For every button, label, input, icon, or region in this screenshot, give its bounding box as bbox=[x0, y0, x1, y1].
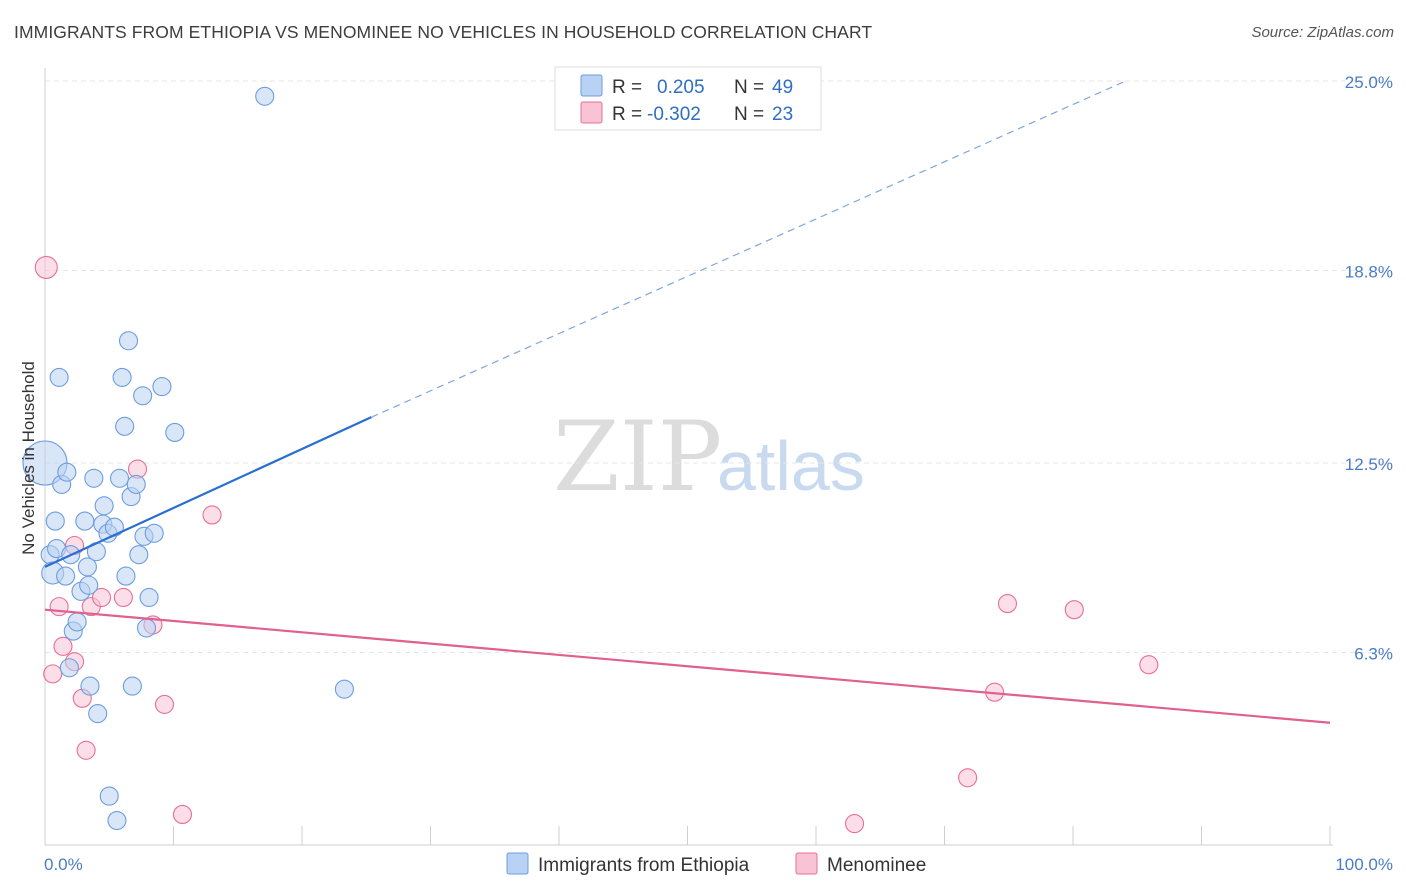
point-menominee bbox=[1064, 600, 1084, 620]
point-ethiopia bbox=[49, 367, 69, 387]
bottom-legend-swatch-ethiopia bbox=[506, 852, 529, 875]
point-ethiopia bbox=[112, 367, 132, 387]
point-ethiopia bbox=[45, 511, 65, 531]
point-ethiopia bbox=[152, 377, 172, 397]
x-tick-label-max: 100.0% bbox=[1335, 855, 1393, 874]
point-menominee bbox=[202, 505, 222, 525]
point-ethiopia bbox=[75, 511, 95, 531]
point-menominee bbox=[172, 804, 193, 824]
bottom-legend-swatch-menominee bbox=[795, 852, 818, 875]
point-ethiopia bbox=[116, 566, 136, 586]
legend-r-label-2: R = bbox=[612, 104, 642, 125]
point-ethiopia bbox=[104, 517, 124, 537]
series-ethiopia-points bbox=[22, 86, 354, 831]
point-menominee bbox=[958, 768, 978, 788]
point-ethiopia bbox=[57, 462, 77, 482]
point-menominee bbox=[844, 814, 865, 834]
point-ethiopia bbox=[59, 658, 79, 678]
trend-line-ethiopia bbox=[44, 416, 372, 568]
point-ethiopia bbox=[88, 704, 108, 724]
point-ethiopia bbox=[139, 587, 159, 608]
legend-r-label-1: R = bbox=[612, 77, 642, 98]
bottom-legend-label-ethiopia: Immigrants from Ethiopia bbox=[538, 855, 750, 876]
legend-n-label-1: N = bbox=[734, 77, 764, 98]
point-menominee bbox=[154, 694, 175, 714]
point-ethiopia bbox=[334, 679, 354, 699]
chart-title: IMMIGRANTS FROM ETHIOPIA VS MENOMINEE NO… bbox=[14, 22, 873, 42]
point-menominee bbox=[34, 255, 58, 279]
legend-swatch-ethiopia bbox=[580, 74, 603, 97]
trend-lines bbox=[44, 80, 1331, 724]
point-ethiopia bbox=[126, 474, 146, 494]
series-legend: Immigrants from Ethiopia Menominee bbox=[506, 852, 926, 876]
point-menominee bbox=[49, 597, 69, 617]
y-tick-label: 18.8% bbox=[1345, 262, 1393, 281]
point-menominee bbox=[997, 594, 1018, 614]
legend-swatch-menominee bbox=[580, 101, 603, 124]
y-axis-label: No Vehicles in Household bbox=[19, 361, 38, 555]
gridlines bbox=[45, 80, 1393, 653]
legend-r-value-2: -0.302 bbox=[647, 104, 701, 125]
point-ethiopia bbox=[99, 786, 119, 806]
watermark-atlas: atlas bbox=[717, 427, 865, 505]
point-ethiopia bbox=[136, 618, 157, 638]
y-axis-tick-labels: 6.3% 12.5% 18.8% 25.0% bbox=[1345, 73, 1393, 663]
x-axis-ticks bbox=[173, 826, 1331, 845]
point-ethiopia bbox=[79, 575, 99, 595]
point-menominee bbox=[53, 636, 73, 656]
point-menominee bbox=[43, 664, 63, 684]
point-ethiopia bbox=[165, 422, 185, 442]
point-ethiopia bbox=[107, 811, 127, 831]
point-ethiopia bbox=[122, 676, 142, 696]
legend-n-value-2: 23 bbox=[772, 104, 793, 125]
point-ethiopia bbox=[255, 86, 275, 106]
y-tick-label: 12.5% bbox=[1345, 455, 1393, 474]
point-menominee bbox=[113, 587, 133, 608]
point-menominee bbox=[76, 740, 96, 760]
point-ethiopia bbox=[115, 416, 135, 436]
y-tick-label: 6.3% bbox=[1354, 644, 1393, 663]
y-tick-label: 25.0% bbox=[1345, 73, 1393, 92]
watermark-zip: ZIP bbox=[553, 401, 722, 513]
point-ethiopia bbox=[109, 468, 130, 488]
bottom-legend-label-menominee: Menominee bbox=[827, 855, 926, 876]
legend-n-label-2: N = bbox=[734, 104, 764, 125]
stats-legend: R = 0.205 N = 49 R = -0.302 N = 23 bbox=[554, 66, 822, 131]
legend-n-value-1: 49 bbox=[772, 77, 793, 98]
point-ethiopia bbox=[144, 523, 164, 543]
point-ethiopia bbox=[84, 468, 104, 488]
point-ethiopia bbox=[94, 496, 114, 516]
point-ethiopia bbox=[67, 612, 87, 632]
point-ethiopia bbox=[118, 331, 139, 351]
point-ethiopia bbox=[80, 676, 100, 696]
source-label: Source: ZipAtlas.com bbox=[1251, 24, 1394, 41]
point-ethiopia bbox=[129, 545, 149, 565]
point-menominee bbox=[1139, 655, 1159, 675]
point-ethiopia bbox=[56, 566, 76, 586]
trend-line-menominee bbox=[44, 608, 1331, 724]
x-tick-label-min: 0.0% bbox=[44, 855, 83, 874]
point-menominee bbox=[91, 587, 112, 608]
trend-line-ethiopia-extension bbox=[371, 80, 1126, 418]
point-ethiopia bbox=[133, 386, 153, 406]
legend-r-value-1: 0.205 bbox=[657, 77, 705, 98]
series-menominee-points bbox=[34, 255, 1159, 834]
